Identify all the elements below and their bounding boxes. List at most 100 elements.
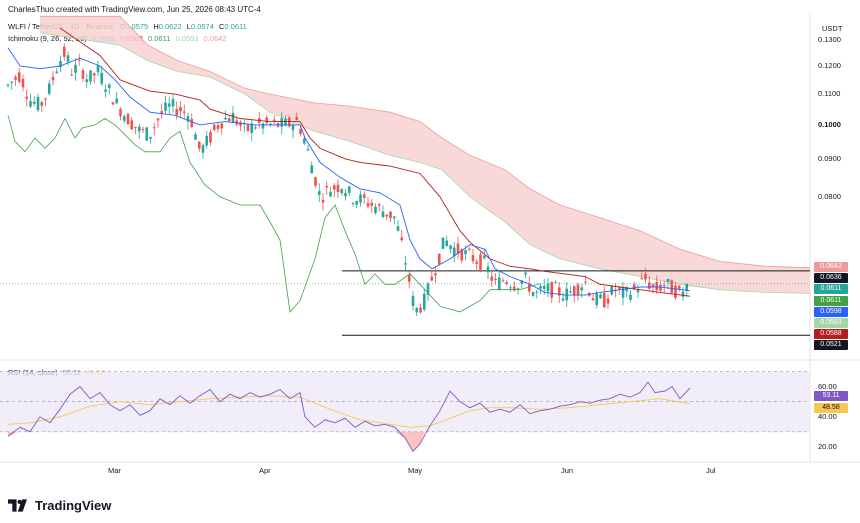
symbol-legend[interactable]: WLFI / TetherUS · 1D · Binance O0.0575 H… bbox=[8, 22, 247, 31]
candle-body-20 bbox=[81, 70, 85, 79]
candle-body-25 bbox=[100, 72, 104, 84]
candle-body-84 bbox=[321, 199, 325, 203]
candle-body-130 bbox=[494, 278, 497, 281]
candle-body-69 bbox=[265, 117, 269, 124]
price-tick-label: 0.0800 bbox=[818, 191, 841, 201]
candle-body-164 bbox=[621, 287, 625, 298]
candle-body-6 bbox=[29, 101, 32, 107]
candle-body-155 bbox=[587, 292, 591, 296]
candle-body-98 bbox=[374, 206, 377, 214]
candle-body-141 bbox=[535, 291, 539, 293]
candle-body-158 bbox=[599, 294, 602, 299]
candle-body-146 bbox=[554, 282, 557, 284]
candle-body-71 bbox=[272, 119, 276, 121]
candle-body-47 bbox=[182, 111, 186, 113]
candle-body-4 bbox=[21, 78, 25, 88]
candle-body-128 bbox=[486, 266, 490, 273]
candle-body-5 bbox=[25, 96, 29, 99]
candle-body-21 bbox=[85, 79, 89, 83]
candle-body-17 bbox=[70, 74, 74, 76]
candle-body-12 bbox=[51, 77, 55, 81]
candle-body-121 bbox=[460, 249, 464, 261]
series-rsi-ma bbox=[7, 395, 691, 428]
candle-body-80 bbox=[306, 149, 310, 151]
rsi-tag: 48.58 bbox=[814, 403, 848, 413]
candle-body-68 bbox=[261, 123, 265, 129]
candle-body-139 bbox=[527, 283, 531, 292]
candle-body-19 bbox=[77, 59, 81, 61]
candle-body-40 bbox=[156, 118, 160, 121]
candle-body-178 bbox=[674, 285, 677, 298]
candle-body-110 bbox=[419, 307, 422, 313]
candle-body-172 bbox=[651, 284, 655, 287]
candle-body-58 bbox=[224, 117, 227, 120]
time-tick-label: Apr bbox=[259, 466, 271, 475]
candle-body-117 bbox=[445, 240, 449, 246]
candle-body-179 bbox=[677, 285, 681, 289]
candle-body-136 bbox=[516, 288, 520, 290]
candle-body-118 bbox=[449, 245, 452, 250]
price-tag: 0.0611 bbox=[814, 284, 848, 294]
candle-body-9 bbox=[40, 102, 44, 106]
candle-body-0 bbox=[6, 84, 10, 86]
candle-body-7 bbox=[32, 101, 36, 104]
series-kijun bbox=[59, 27, 691, 297]
candle-body-129 bbox=[490, 276, 494, 281]
candle-body-15 bbox=[62, 46, 66, 57]
price-tick-label: 0.1200 bbox=[818, 61, 841, 71]
rsi-legend[interactable]: RSI (14, close) 53.11 48.58 bbox=[8, 368, 105, 377]
candle-body-107 bbox=[407, 274, 411, 282]
candle-body-144 bbox=[546, 283, 550, 292]
candle-body-82 bbox=[314, 177, 317, 186]
candle-body-3 bbox=[17, 72, 21, 82]
brand: TradingView bbox=[8, 498, 111, 513]
brand-name: TradingView bbox=[35, 498, 112, 513]
candle-body-18 bbox=[74, 64, 77, 73]
candle-body-90 bbox=[344, 193, 347, 197]
candle-body-93 bbox=[355, 201, 359, 205]
candle-body-74 bbox=[284, 118, 287, 126]
series-chikou bbox=[7, 115, 541, 313]
ohlc-high: 0.0622 bbox=[158, 22, 182, 31]
symbol-name: WLFI / TetherUS · 1D · Binance bbox=[8, 22, 114, 31]
price-tag: 0.0521 bbox=[814, 340, 848, 350]
candle-body-49 bbox=[190, 118, 194, 128]
candle-body-70 bbox=[269, 123, 272, 125]
candle-body-151 bbox=[572, 286, 576, 296]
candle-body-113 bbox=[430, 276, 434, 281]
candle-body-157 bbox=[595, 293, 599, 306]
candle-body-160 bbox=[606, 298, 610, 304]
candle-body-33 bbox=[130, 120, 134, 130]
ichimoku-legend[interactable]: Ichimoku (9, 26, 52, 26) 0.0598 0.0588 0… bbox=[8, 34, 229, 43]
candle-body-115 bbox=[437, 253, 441, 265]
candle-body-34 bbox=[134, 126, 137, 128]
ichimoku-chikou-value: 0.0611 bbox=[147, 34, 171, 43]
candle-body-140 bbox=[531, 292, 535, 296]
rsi-oversold-fill bbox=[395, 431, 425, 452]
candle-body-148 bbox=[561, 298, 565, 301]
rsi-tick-label: 40.00 bbox=[818, 411, 837, 421]
candle-body-175 bbox=[662, 284, 666, 287]
ichimoku-spanb-value: 0.0642 bbox=[203, 34, 227, 43]
candle-body-163 bbox=[617, 287, 621, 289]
candle-body-41 bbox=[160, 111, 164, 114]
candle-body-112 bbox=[426, 283, 430, 295]
candle-body-92 bbox=[351, 202, 355, 204]
candle-body-76 bbox=[291, 125, 295, 131]
candle-body-99 bbox=[377, 204, 381, 206]
candle-body-85 bbox=[325, 185, 329, 188]
time-tick-label: May bbox=[408, 466, 423, 475]
candle-body-169 bbox=[640, 278, 644, 280]
series-span-b bbox=[40, 15, 811, 269]
candle-body-147 bbox=[557, 287, 561, 296]
price-tag: 0.0598 bbox=[814, 307, 848, 317]
candle-body-54 bbox=[209, 131, 212, 143]
candle-body-101 bbox=[385, 214, 389, 217]
candle-body-45 bbox=[175, 109, 179, 116]
candle-body-63 bbox=[242, 123, 246, 125]
series-rsi bbox=[7, 381, 691, 453]
candle-body-170 bbox=[644, 273, 647, 280]
candle-body-2 bbox=[14, 76, 17, 80]
